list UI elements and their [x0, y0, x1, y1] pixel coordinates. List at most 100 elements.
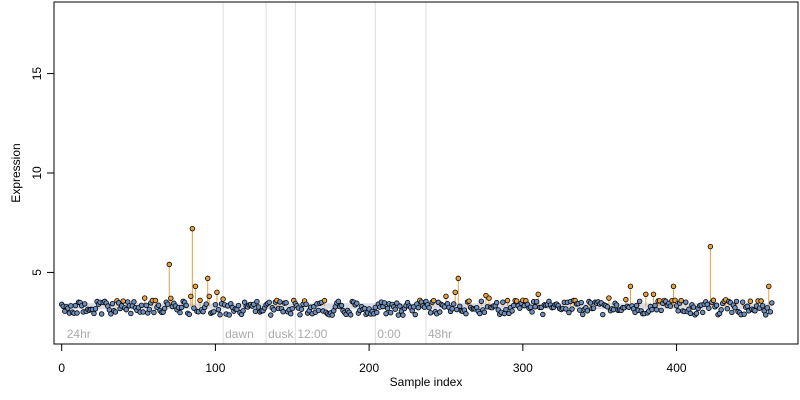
data-point — [517, 305, 523, 311]
data-point — [166, 261, 172, 268]
data-point — [92, 306, 99, 312]
y-tick-label: 15 — [30, 67, 44, 81]
data-point — [687, 310, 694, 316]
annotation-label: 12:00 — [297, 327, 327, 341]
annotation-label: 0:00 — [377, 327, 401, 341]
data-point — [214, 289, 220, 296]
data-point — [192, 283, 199, 290]
data-point — [123, 306, 129, 313]
data-point — [580, 311, 586, 318]
data-point — [577, 307, 583, 313]
data-point — [600, 311, 606, 318]
data-point — [381, 300, 388, 306]
data-point — [91, 310, 97, 317]
data-point — [298, 306, 305, 312]
y-tick-label: 5 — [30, 269, 44, 276]
data-point — [500, 299, 506, 305]
data-point — [513, 298, 520, 304]
data-point — [271, 307, 277, 313]
data-point — [584, 308, 591, 314]
data-point — [109, 300, 116, 307]
data-point — [205, 275, 211, 282]
data-point — [747, 298, 754, 304]
data-point — [752, 308, 758, 314]
data-point — [152, 297, 159, 304]
data-point — [395, 312, 402, 318]
data-point — [532, 304, 538, 310]
x-tick-label: 400 — [667, 361, 687, 375]
data-point — [354, 300, 360, 306]
data-point — [138, 302, 145, 309]
data-point — [604, 304, 611, 310]
annotation-label: dawn — [225, 327, 254, 341]
data-point — [235, 302, 242, 309]
data-point — [177, 309, 183, 316]
data-point — [335, 298, 342, 305]
data-point — [178, 304, 185, 311]
data-point — [397, 303, 403, 309]
data-point — [74, 310, 80, 316]
data-point — [733, 298, 740, 305]
data-point — [206, 293, 212, 299]
data-point — [759, 303, 766, 309]
data-point — [183, 302, 189, 309]
stems — [96, 228, 770, 307]
data-point — [361, 305, 368, 312]
data-point — [529, 309, 535, 315]
data-point — [633, 302, 640, 309]
data-point — [767, 309, 774, 315]
data-point — [240, 308, 246, 314]
data-point — [217, 312, 223, 318]
data-point — [437, 309, 443, 315]
data-point — [658, 307, 664, 314]
data-point — [321, 297, 328, 304]
data-point — [383, 310, 389, 317]
x-tick-label: 0 — [58, 361, 65, 375]
data-point — [510, 302, 517, 309]
data-point — [452, 289, 458, 296]
data-point — [226, 312, 232, 318]
data-point — [744, 303, 750, 309]
data-point — [494, 299, 500, 306]
data-point — [463, 311, 469, 317]
data-point — [215, 306, 222, 313]
data-point — [566, 309, 572, 316]
data-point — [412, 311, 418, 318]
data-point — [374, 309, 380, 316]
data-point — [649, 306, 655, 313]
data-point — [739, 299, 746, 305]
data-point — [146, 306, 153, 313]
data-point — [277, 299, 283, 305]
data-point — [707, 243, 714, 250]
data-point — [667, 303, 674, 309]
data-point — [535, 291, 541, 297]
data-point — [478, 298, 485, 304]
data-point — [140, 309, 146, 315]
data-point — [392, 306, 398, 312]
data-point — [653, 307, 660, 313]
data-point — [509, 308, 515, 314]
data-point — [623, 296, 629, 303]
data-point — [503, 306, 509, 313]
data-point — [315, 307, 322, 314]
data-point — [690, 304, 697, 310]
y-tick-label: 10 — [30, 166, 44, 180]
data-point — [466, 298, 472, 304]
data-point — [430, 297, 437, 304]
data-point — [211, 309, 217, 315]
annotation-labels: 24hr dawn dusk 12:00 0:00 48hr — [67, 327, 452, 341]
data-point — [189, 225, 196, 232]
data-point — [678, 297, 684, 304]
data-point — [540, 311, 546, 318]
data-point — [82, 301, 88, 307]
data-point — [450, 301, 457, 307]
data-point — [569, 306, 575, 312]
data-point — [590, 305, 597, 311]
data-point — [533, 298, 540, 305]
data-point — [98, 311, 105, 317]
data-point — [329, 312, 335, 318]
data-point — [675, 308, 681, 314]
data-point — [455, 275, 461, 282]
data-point — [481, 309, 488, 316]
